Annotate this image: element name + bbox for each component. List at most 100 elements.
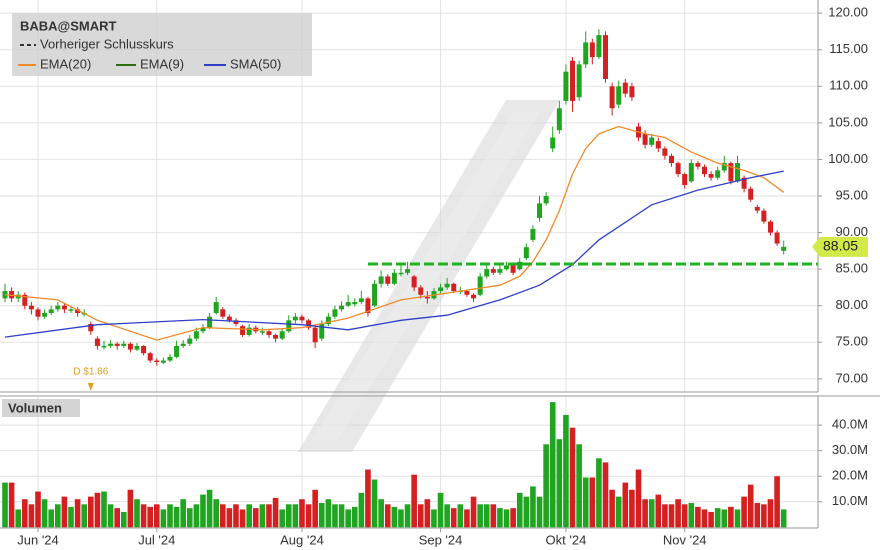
volume-bar bbox=[312, 489, 318, 528]
y-tick-label: 80.00 bbox=[835, 297, 868, 312]
volume-bar bbox=[140, 504, 147, 528]
volume-bar bbox=[292, 504, 299, 528]
volume-bar bbox=[226, 508, 233, 528]
candle-body bbox=[134, 345, 140, 350]
volume-bar bbox=[213, 499, 219, 528]
candle-body bbox=[266, 331, 272, 335]
candle-body bbox=[233, 320, 239, 324]
volume-bar bbox=[761, 504, 767, 528]
volume-bar bbox=[576, 444, 582, 528]
volume-bar bbox=[470, 496, 477, 528]
candle-body bbox=[94, 338, 100, 346]
volume-bar bbox=[648, 499, 655, 528]
volume-bar bbox=[417, 504, 424, 528]
legend-label: EMA(20) bbox=[40, 56, 91, 71]
volume-bar bbox=[404, 504, 411, 528]
candle-body bbox=[312, 327, 318, 343]
volume-bar bbox=[622, 482, 629, 528]
candle-body bbox=[655, 141, 661, 149]
candle-body bbox=[754, 206, 760, 211]
candle-body bbox=[748, 188, 754, 200]
marks bbox=[2, 29, 818, 528]
volume-bar bbox=[55, 504, 61, 528]
volume-bar bbox=[780, 509, 787, 528]
candle-body bbox=[761, 210, 767, 222]
volume-bar bbox=[391, 506, 398, 528]
volume-bar bbox=[180, 499, 186, 528]
candle-body bbox=[741, 177, 747, 189]
volume-bar bbox=[510, 508, 516, 528]
volume-bar bbox=[8, 482, 15, 528]
candle-body bbox=[187, 338, 193, 344]
candle-body bbox=[523, 247, 529, 259]
candle-body bbox=[61, 305, 67, 310]
legend: BABA@SMART Vorheriger Schlusskurs EMA(20… bbox=[12, 13, 312, 76]
y-tick-label: 95.00 bbox=[835, 187, 868, 202]
legend-label: Vorheriger Schlusskurs bbox=[40, 36, 174, 51]
volume-bar bbox=[490, 504, 497, 528]
candle-body bbox=[378, 276, 384, 284]
volume-bar bbox=[266, 504, 272, 528]
volume-bar bbox=[444, 504, 450, 528]
candle-body bbox=[213, 302, 219, 314]
volume-bar bbox=[483, 504, 490, 528]
volume-bar bbox=[272, 497, 279, 528]
volume-bar bbox=[747, 484, 754, 528]
volume-bar bbox=[609, 489, 615, 528]
candle-body bbox=[345, 302, 351, 306]
volume-bar bbox=[219, 504, 226, 528]
volume-bar bbox=[549, 402, 556, 528]
volume-bar bbox=[695, 506, 701, 528]
volume-bar bbox=[285, 504, 292, 528]
candle-body bbox=[477, 276, 483, 295]
candle-body bbox=[464, 291, 470, 295]
volume-bar bbox=[457, 504, 464, 528]
candle-body bbox=[167, 356, 173, 361]
volume-bar bbox=[767, 499, 774, 528]
volume-bar bbox=[754, 503, 761, 528]
legend-box bbox=[12, 13, 312, 76]
candle-body bbox=[550, 137, 556, 149]
volume-bar bbox=[424, 499, 431, 528]
y-tick-label: 85.00 bbox=[835, 261, 868, 276]
candle-body bbox=[372, 283, 378, 306]
volume-bar bbox=[629, 489, 635, 528]
volume-bar bbox=[714, 508, 721, 528]
candle-body bbox=[669, 155, 675, 164]
volume-bar bbox=[206, 489, 213, 528]
volume-bar bbox=[28, 504, 35, 528]
candle-body bbox=[596, 35, 602, 58]
candle-body bbox=[497, 269, 503, 273]
volume-bar bbox=[437, 492, 444, 528]
candle-body bbox=[319, 323, 325, 339]
volume-bar bbox=[734, 509, 741, 528]
candle-body bbox=[279, 331, 285, 339]
candle-body bbox=[603, 35, 609, 79]
volume-bar bbox=[299, 499, 305, 528]
candle-body bbox=[424, 296, 430, 299]
candle-body bbox=[154, 360, 160, 363]
volume-bar bbox=[741, 496, 747, 528]
candle-body bbox=[543, 196, 549, 204]
volume-bar bbox=[101, 491, 107, 528]
volume-bar bbox=[701, 509, 708, 528]
candle-body bbox=[48, 309, 54, 314]
volume-bar bbox=[332, 504, 338, 528]
volume-bar bbox=[48, 509, 55, 528]
candle-body bbox=[246, 327, 252, 335]
volume-bar bbox=[556, 439, 563, 528]
last-price-label: 88.05 bbox=[823, 238, 858, 254]
volume-bar bbox=[338, 504, 345, 528]
candle-body bbox=[398, 272, 404, 275]
volume-bar bbox=[708, 511, 714, 528]
x-tick-label: Okt '24 bbox=[546, 532, 587, 547]
volume-bar bbox=[345, 509, 351, 528]
candle-body bbox=[339, 305, 345, 310]
volume-bar bbox=[563, 414, 569, 528]
volume-bar bbox=[160, 509, 167, 528]
candle-body bbox=[484, 269, 490, 277]
candle-body bbox=[332, 309, 338, 317]
candle-body bbox=[675, 163, 681, 175]
candle-body bbox=[556, 108, 562, 131]
